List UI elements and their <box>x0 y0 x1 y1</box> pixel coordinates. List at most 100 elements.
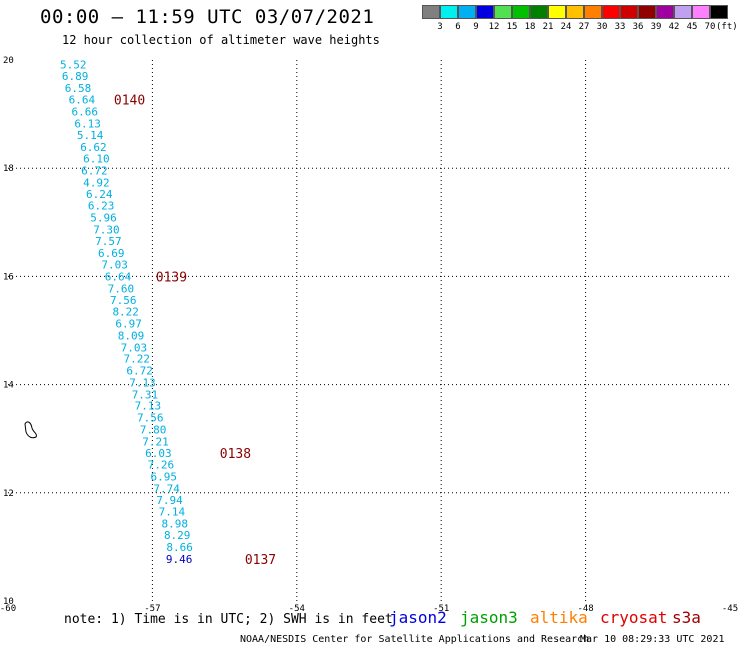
wave-height-value: 7.03 <box>101 258 128 271</box>
color-scale-label: 36 <box>632 22 644 32</box>
wave-height-value: 7.31 <box>132 388 159 401</box>
wave-height-value: 6.58 <box>65 82 92 95</box>
wave-height-value: 5.14 <box>77 129 104 142</box>
wave-height-value: 6.03 <box>145 447 172 460</box>
color-scale-label: 39 <box>650 22 662 32</box>
wave-height-value: 7.14 <box>159 506 186 519</box>
wave-height-value: 6.69 <box>98 247 125 260</box>
color-scale-label: 24 <box>560 22 572 32</box>
wave-height-value: 9.46 <box>166 553 193 566</box>
wave-height-value: 7.56 <box>137 412 164 425</box>
credit-text: NOAA/NESDIS Center for Satellite Applica… <box>240 634 590 645</box>
color-scale-label: 12 <box>488 22 500 32</box>
color-swatch <box>458 5 476 19</box>
wave-height-value: 7.56 <box>110 294 137 307</box>
wave-height-value: 8.66 <box>166 541 193 554</box>
wave-height-value: 5.96 <box>90 211 117 224</box>
color-swatch <box>530 5 548 19</box>
color-swatch <box>710 5 728 19</box>
wave-height-value: 6.66 <box>72 105 99 118</box>
satellite-legend-item: cryosat <box>600 608 668 627</box>
color-scale-label: 70 <box>704 22 716 32</box>
latitude-tick-label: 10 <box>3 597 14 607</box>
color-scale-label: 42 <box>668 22 680 32</box>
pass-time-label: 0140 <box>114 93 145 108</box>
page-subtitle: 12 hour collection of altimeter wave hei… <box>62 33 380 47</box>
wave-height-value: 5.52 <box>60 58 87 71</box>
longitude-tick-label: -45 <box>722 604 738 614</box>
pass-time-label: 0139 <box>156 270 187 285</box>
wave-height-value: 6.24 <box>86 188 113 201</box>
latitude-tick-label: 16 <box>3 272 14 282</box>
wave-height-value: 7.94 <box>156 494 183 507</box>
wave-height-value: 7.74 <box>153 482 180 495</box>
wave-height-value: 8.29 <box>164 529 191 542</box>
wave-height-value: 7.60 <box>108 282 135 295</box>
color-swatch <box>548 5 566 19</box>
wave-height-value: 6.64 <box>69 93 96 106</box>
color-scale-label: 21 <box>542 22 554 32</box>
page-title: 00:00 – 11:59 UTC 03/07/2021 <box>40 6 375 28</box>
wave-height-value: 6.10 <box>83 152 110 165</box>
color-scale-label: 15 <box>506 22 518 32</box>
wave-height-value: 7.13 <box>135 400 162 413</box>
wave-height-value: 6.62 <box>80 141 107 154</box>
color-scale-label: 6 <box>455 22 461 32</box>
footer-note: note: 1) Time is in UTC; 2) SWH is in fe… <box>64 612 393 627</box>
latitude-tick-label: 20 <box>3 56 14 66</box>
color-swatch <box>512 5 530 19</box>
wave-height-value: 6.95 <box>150 471 177 484</box>
wave-height-value: 7.80 <box>140 424 167 437</box>
wave-height-track: 5.526.896.586.646.666.135.146.626.106.72… <box>60 58 193 565</box>
island-outline <box>24 421 37 439</box>
color-swatch <box>494 5 512 19</box>
wave-height-value: 8.98 <box>162 518 189 531</box>
color-swatch <box>656 5 674 19</box>
longitude-tick-label: -48 <box>577 604 593 614</box>
pass-labels: 0140 0139 0138 0137 <box>114 93 276 567</box>
satellite-legend-item: jason2 <box>389 608 447 627</box>
color-scale-label: 33 <box>614 22 626 32</box>
pass-time-label: 0137 <box>245 553 276 568</box>
satellite-legend-item: jason3 <box>460 608 518 627</box>
wave-height-value: 6.89 <box>62 70 89 83</box>
satellite-legend-item: s3a <box>672 608 701 627</box>
color-swatch <box>422 5 440 19</box>
color-swatch <box>638 5 656 19</box>
wave-height-value: 7.30 <box>93 223 120 236</box>
axis-tick-labels: -60 -57 -54 -51 -48 -45 20 18 16 14 12 10 <box>0 56 738 614</box>
longitude-tick-label: -54 <box>289 604 305 614</box>
color-swatch <box>584 5 602 19</box>
latitude-tick-label: 12 <box>3 489 14 499</box>
wave-height-value: 7.21 <box>142 435 169 448</box>
color-scale-label: 30 <box>596 22 608 32</box>
longitude-tick-label: -60 <box>0 604 16 614</box>
color-swatch <box>620 5 638 19</box>
map-grid <box>8 60 730 601</box>
wave-height-value: 7.26 <box>148 459 175 472</box>
color-swatch <box>440 5 458 19</box>
wave-height-value: 6.64 <box>105 270 132 283</box>
wave-height-value: 4.92 <box>83 176 110 189</box>
color-swatch <box>602 5 620 19</box>
color-swatch <box>692 5 710 19</box>
wave-height-value: 7.22 <box>124 353 150 366</box>
color-swatch <box>566 5 584 19</box>
wave-height-value: 7.13 <box>129 376 156 389</box>
color-scale-label: 9 <box>473 22 479 32</box>
color-scale-label: 3 <box>437 22 443 32</box>
color-scale-label: 45 <box>686 22 698 32</box>
wave-height-value: 8.09 <box>118 329 145 342</box>
wave-height-value: 6.97 <box>115 317 142 330</box>
color-scale-label: 27 <box>578 22 590 32</box>
satellite-legend-item: altika <box>530 608 588 627</box>
generated-timestamp: Mar 10 08:29:33 UTC 2021 <box>580 634 725 645</box>
wave-height-value: 6.23 <box>88 200 115 213</box>
longitude-tick-label: -51 <box>433 604 449 614</box>
wave-height-value: 7.57 <box>95 235 122 248</box>
color-scale-label: 18 <box>524 22 536 32</box>
longitude-tick-label: -57 <box>144 604 160 614</box>
color-swatch <box>476 5 494 19</box>
wave-height-value: 6.72 <box>81 164 108 177</box>
